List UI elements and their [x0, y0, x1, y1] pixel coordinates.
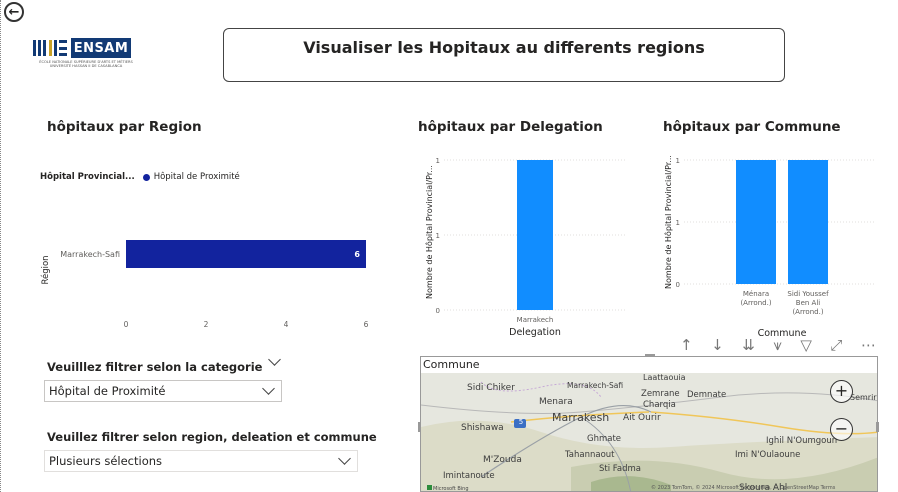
university-emblem-icon	[33, 40, 67, 56]
delegation-chart-title: hôpitaux par Delegation	[418, 119, 603, 135]
arrow-up-icon[interactable]: ↑	[680, 336, 693, 354]
arrow-left-icon: ←	[8, 4, 20, 20]
x-tick-label: 6	[364, 320, 369, 329]
bar-mark[interactable]	[788, 160, 828, 284]
zoom-out-button[interactable]: −	[830, 418, 853, 441]
map-place-label: Ghmate	[587, 434, 622, 444]
region-chart-legend: Hôpital Provincial... Hôpital de Proximi…	[40, 172, 240, 182]
y-tick-label: 1	[676, 219, 680, 227]
map-place-label: Ighil N'Oumgoun	[766, 436, 838, 446]
map-place-label: Charqia	[643, 400, 676, 410]
map-place-label: Ait Ourir	[623, 413, 661, 423]
location-filter-title: Veuillez filtrer selon region, deleation…	[47, 430, 377, 444]
bar-mark[interactable]	[736, 160, 776, 284]
x-axis-title: Delegation	[509, 327, 561, 338]
region-bar-chart: Région Marrakech-Safi 6 0 2 4 6	[40, 240, 369, 329]
page-edge	[0, 0, 2, 492]
x-tick-label: Ménara (Arrond.)	[740, 290, 771, 307]
x-tick-label: 2	[204, 320, 209, 329]
logo-subtitle: ÉCOLE NATIONALE SUPÉRIEURE D'ARTS ET MÉT…	[39, 60, 133, 69]
commune-chart-title: hôpitaux par Commune	[663, 119, 841, 135]
back-button[interactable]: ←	[4, 2, 24, 22]
y-axis-title: Nombre de Hôpital Provincial/Pr...	[424, 165, 434, 299]
map-attribution: © 2023 TomTom, © 2024 Microsoft Corporat…	[651, 485, 836, 491]
map-place-label: Shishawa	[461, 423, 504, 433]
x-tick-label: 4	[284, 320, 289, 329]
category-dropdown-value: Hôpital de Proximité	[49, 384, 166, 398]
bing-logo: Microsoft Bing	[427, 485, 469, 491]
plus-icon: +	[834, 381, 849, 400]
legend-title: Hôpital Provincial...	[40, 172, 135, 182]
delegation-bar-chart: Nombre de Hôpital Provincial/Pr... Deleg…	[424, 157, 626, 338]
y-tick-label: 1	[436, 157, 440, 165]
map-place-label: Marrakesh	[552, 411, 610, 424]
visual-toolbar: ↑ ↓ ⇊ ⩛ ▽ ⤢ ⋯	[680, 336, 876, 354]
chevron-down-icon	[262, 382, 275, 395]
map-canvas[interactable]	[421, 357, 878, 492]
location-dropdown-value: Plusieurs sélections	[49, 454, 163, 468]
y-tick-label: 0	[676, 281, 680, 289]
y-tick-label: 1	[436, 232, 440, 240]
y-tick-label: 0	[436, 307, 440, 315]
y-axis-title: Région	[40, 255, 51, 284]
microsoft-icon	[427, 485, 432, 490]
map-place-label: Semrir	[850, 393, 877, 402]
expand-hierarchy-icon[interactable]: ⩛	[773, 336, 782, 354]
map-title: Commune	[423, 358, 480, 371]
map-place-label: Zemrane	[641, 389, 680, 399]
x-tick-label: 0	[124, 320, 129, 329]
map-place-label: Sti Fadma	[599, 464, 641, 474]
map-place-label: Demnate	[687, 390, 727, 400]
category-filter-title: Veuilllez filtrer selon la categorie	[47, 360, 263, 374]
bar-mark[interactable]	[126, 240, 366, 268]
map-place-label: Imi N'Oulaoune	[735, 450, 801, 460]
map-place-label: Menara	[539, 397, 573, 407]
map-place-label: Laattaouia	[643, 373, 686, 382]
more-options-icon[interactable]: ⋯	[860, 336, 876, 354]
map-resize-handle-left[interactable]	[418, 422, 421, 432]
region-chart-title: hôpitaux par Region	[47, 119, 202, 135]
ensam-logo: ENSAM ÉCOLE NATIONALE SUPÉRIEURE D'ARTS …	[30, 38, 142, 74]
category-dropdown[interactable]: Hôpital de Proximité	[44, 380, 282, 402]
y-tick-label: Marrakech-Safi	[60, 250, 120, 259]
map-resize-handle-top[interactable]	[645, 354, 655, 357]
data-label: 6	[354, 250, 360, 259]
commune-bar-chart: Nombre de Hôpital Provincial/Pr... Commu…	[663, 155, 874, 339]
bar-mark[interactable]	[517, 160, 553, 310]
map-resize-handle-right[interactable]	[876, 422, 879, 432]
zoom-in-button[interactable]: +	[830, 380, 853, 403]
map-place-label: Marrakech-Safi	[567, 381, 624, 390]
map-place-label: M'Zouda	[483, 455, 522, 465]
x-tick-label: Marrakech	[517, 316, 554, 324]
logo-brand: ENSAM	[71, 38, 131, 58]
map-place-label: Skoura Ahl	[739, 483, 788, 492]
category-filter-collapse[interactable]	[268, 353, 283, 366]
x-tick-label: Sidi Youssef Ben Ali (Arrond.)	[787, 290, 829, 316]
filter-icon[interactable]: ▽	[800, 336, 812, 354]
map-place-labels: Sidi Chiker Marrakech-Safi Laattaouia Zemra…	[421, 357, 877, 492]
legend-item-label[interactable]: Hôpital de Proximité	[153, 172, 240, 182]
chevron-down-icon	[338, 452, 351, 465]
y-tick-label: 1	[676, 157, 680, 165]
map-place-label: Tahannaout	[565, 450, 615, 460]
map-place-label: Sidi Chiker	[467, 383, 515, 393]
x-axis-title: Commune	[758, 328, 807, 339]
location-dropdown[interactable]: Plusieurs sélections	[44, 450, 358, 472]
map-place-label: Imintanoute	[443, 471, 495, 481]
arrow-down-icon[interactable]: ↓	[711, 336, 724, 354]
minus-icon: −	[834, 419, 849, 438]
legend-swatch-icon	[142, 173, 150, 181]
road-badge: 5	[518, 418, 524, 426]
chevron-down-icon	[268, 353, 281, 366]
double-arrow-down-icon[interactable]: ⇊	[742, 336, 755, 354]
commune-map[interactable]: Commune Sidi Chiker Marrakech-Safi Laattao…	[420, 356, 878, 492]
y-axis-title: Nombre de Hôpital Provincial/Pr...	[663, 155, 673, 289]
focus-mode-icon[interactable]: ⤢	[830, 336, 843, 354]
page-title: Visualiser les Hopitaux au differents re…	[223, 28, 785, 82]
